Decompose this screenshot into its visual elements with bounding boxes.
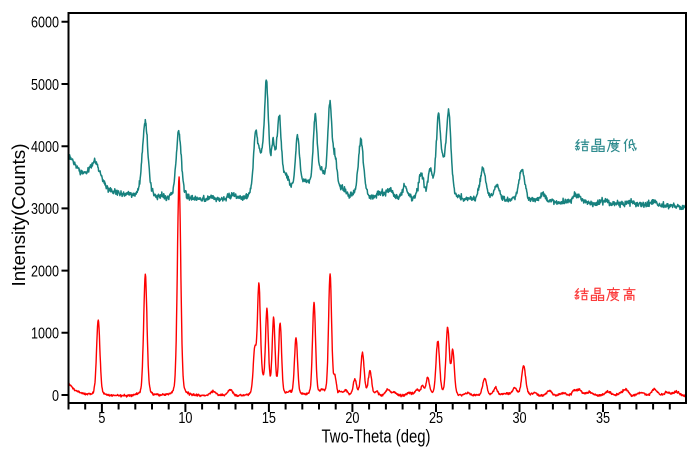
svg-text:10: 10 [178,410,192,427]
svg-text:15: 15 [262,410,276,427]
svg-text:2000: 2000 [31,263,59,280]
svg-text:5000: 5000 [31,77,59,94]
svg-text:Two-Theta (deg): Two-Theta (deg) [322,427,431,447]
svg-text:35: 35 [596,410,610,427]
svg-text:0: 0 [52,388,59,405]
svg-text:20: 20 [345,410,359,427]
svg-text:3000: 3000 [31,201,59,218]
svg-text:1000: 1000 [31,326,59,343]
svg-text:30: 30 [512,410,526,427]
svg-text:Intensity(Counts): Intensity(Counts) [9,144,29,287]
svg-text:25: 25 [429,410,443,427]
svg-text:4000: 4000 [31,139,59,156]
svg-text:5: 5 [98,410,105,427]
svg-text:6000: 6000 [31,15,59,32]
